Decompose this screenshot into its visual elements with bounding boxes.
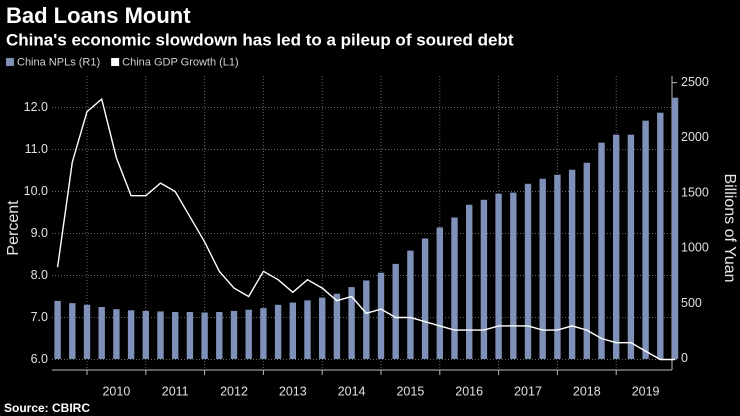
bar (598, 142, 605, 359)
bar (613, 134, 620, 359)
y2-tick-label: 500 (681, 296, 702, 310)
y-tick-label: 10.0 (24, 184, 48, 198)
bar (466, 204, 473, 359)
bar (421, 238, 429, 359)
bar (289, 302, 296, 359)
bar (186, 311, 194, 359)
bar (113, 309, 120, 359)
bar (524, 183, 532, 359)
bar (69, 303, 76, 359)
x-tick-label: 2017 (514, 384, 542, 398)
bar (363, 280, 370, 359)
x-tick-label: 2013 (279, 384, 307, 398)
bar (495, 193, 502, 359)
bar (98, 307, 105, 359)
legend-label: China GDP Growth (L1) (122, 56, 239, 68)
chart-subtitle: China's economic slowdown has led to a p… (6, 30, 514, 49)
bar (539, 178, 546, 359)
bar (348, 287, 355, 359)
bar (642, 120, 649, 359)
bar (127, 310, 135, 359)
bar (554, 174, 561, 359)
y2-tick-label: 1500 (681, 185, 709, 199)
y-tick-label: 12.0 (24, 100, 48, 114)
x-tick-label: 2014 (338, 384, 366, 398)
y-axis-title: Percent (5, 200, 22, 256)
x-tick-label: 2012 (220, 384, 248, 398)
bar (54, 300, 61, 359)
bar (568, 169, 576, 359)
line-series (56, 97, 675, 361)
bar (451, 217, 458, 359)
x-tick-label: 2016 (455, 384, 483, 398)
y-tick-label: 11.0 (25, 142, 48, 156)
x-tick-label: 2019 (632, 384, 660, 398)
bar (333, 293, 341, 359)
legend-swatch (111, 58, 120, 66)
bar (260, 308, 267, 359)
x-tick-label: 2010 (102, 384, 130, 398)
x-tick-label: 2015 (396, 384, 424, 398)
y-tick-label: 7.0 (31, 310, 48, 324)
bar (274, 304, 282, 359)
bar (671, 97, 679, 359)
x-tick-label: 2011 (162, 384, 189, 398)
bar (627, 134, 635, 359)
y2-tick-label: 2500 (681, 75, 709, 89)
bar (216, 311, 223, 359)
bar (436, 227, 443, 359)
y2-axis-title: Billions of Yuan (721, 173, 738, 282)
source-note: Source: CBIRC (4, 401, 90, 415)
bar (319, 297, 326, 359)
bar (83, 304, 91, 359)
bar (510, 192, 517, 359)
bar (157, 311, 164, 359)
bar (392, 263, 399, 359)
y2-tick-label: 0 (681, 351, 688, 365)
y-tick-label: 6.0 (31, 352, 48, 366)
bar (230, 310, 238, 359)
x-tick-label: 2018 (573, 384, 601, 398)
y-tick-label: 9.0 (31, 226, 48, 240)
bar (172, 311, 179, 359)
bar (304, 300, 311, 359)
bar (377, 272, 385, 359)
bar (407, 250, 414, 359)
bar (657, 112, 664, 359)
legend-label: China NPLs (R1) (17, 56, 100, 68)
bar (142, 310, 149, 359)
y2-tick-label: 2000 (681, 130, 709, 144)
bar (480, 199, 488, 359)
y2-tick-label: 1000 (681, 241, 709, 255)
y-tick-label: 8.0 (31, 268, 48, 282)
chart-title: Bad Loans Mount (6, 3, 191, 28)
legend-swatch (6, 58, 14, 66)
bar (245, 309, 252, 359)
bar (583, 162, 590, 359)
bar (201, 312, 208, 359)
